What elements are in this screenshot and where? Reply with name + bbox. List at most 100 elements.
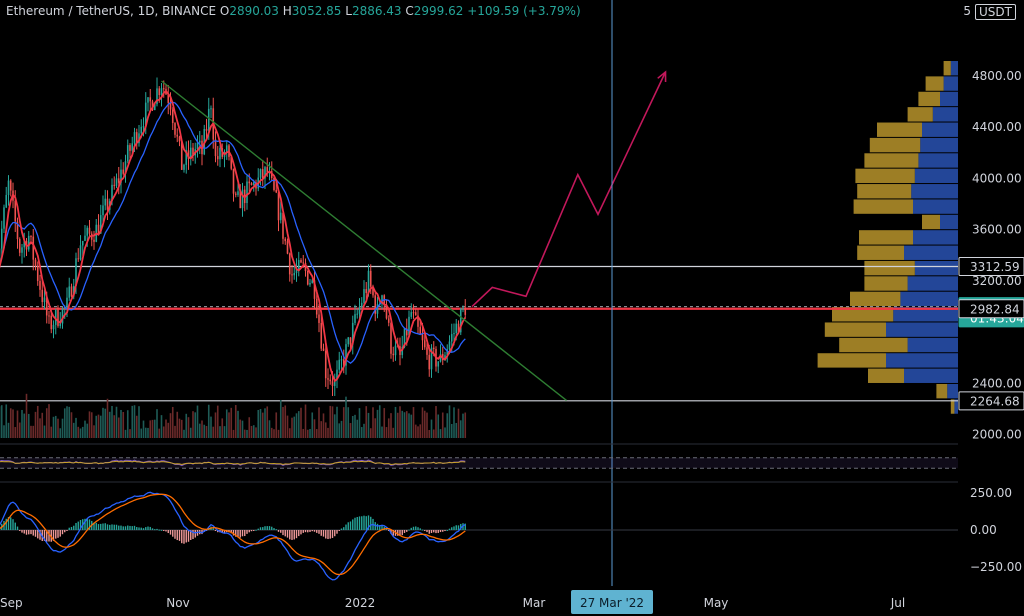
- macd-histogram-bar-156: [345, 524, 347, 530]
- macd-histogram-bar-153: [338, 530, 340, 531]
- volume-bar-173: [383, 408, 386, 438]
- macd-histogram-bar-207: [460, 523, 462, 530]
- volume-bar-36: [75, 417, 77, 438]
- volume-bar-149: [329, 405, 332, 438]
- volume-bar-144: [318, 407, 320, 438]
- volume-bar-101: [221, 418, 224, 438]
- macd-histogram-bar-36: [75, 522, 77, 530]
- volume-profile-up-3: [907, 107, 933, 122]
- volume-profile-down-2: [940, 91, 958, 107]
- volume-bar-35: [72, 422, 75, 438]
- volume-bar-66: [142, 420, 145, 438]
- macd-histogram-bar-56: [120, 525, 122, 530]
- candle-body-141: [311, 280, 314, 284]
- currency-selector[interactable]: 5 USDT: [963, 4, 1016, 20]
- candle-body-47: [99, 215, 102, 234]
- macd-histogram-bar-121: [266, 526, 268, 530]
- candle-body-207: [459, 308, 462, 333]
- macd-axis-tick-1: 0.00: [970, 523, 997, 537]
- currency-badge[interactable]: USDT: [975, 4, 1016, 20]
- volume-bar-86: [187, 417, 190, 438]
- macd-histogram-bar-162: [358, 516, 361, 530]
- macd-histogram-bar-20: [39, 530, 41, 540]
- volume-bar-46: [97, 414, 100, 438]
- candle-body-182: [403, 328, 406, 348]
- volume-profile-down-0: [950, 61, 958, 76]
- candle-body-16: [30, 235, 32, 237]
- macd-histogram-bar-187: [415, 526, 417, 530]
- macd-histogram-bar-135: [298, 530, 300, 537]
- macd-histogram-bar-163: [361, 516, 363, 530]
- candle-body-114: [250, 183, 253, 185]
- macd-histogram-bar-154: [340, 528, 343, 530]
- volume-profile-down-18: [907, 337, 958, 353]
- candle-body-181: [401, 347, 404, 355]
- candle-body-26: [52, 324, 55, 330]
- symbol-title[interactable]: Ethereum / TetherUS, 1D, BINANCE: [6, 4, 217, 18]
- volume-bar-156: [345, 396, 347, 438]
- volume-bar-62: [133, 405, 136, 438]
- macd-histogram-bar-23: [46, 530, 48, 542]
- macd-histogram-bar-139: [307, 530, 309, 533]
- volume-bar-68: [147, 427, 149, 438]
- macd-histogram-bar-206: [457, 525, 460, 530]
- macd-histogram-bar-140: [309, 530, 311, 532]
- macd-histogram-bar-61: [131, 526, 133, 530]
- volume-bar-136: [300, 407, 302, 438]
- macd-histogram-bar-47: [100, 523, 102, 530]
- macd-histogram-bar-159: [352, 519, 354, 530]
- volume-bar-89: [194, 412, 197, 438]
- volume-bar-174: [385, 427, 388, 438]
- volume-bar-78: [169, 413, 172, 438]
- candle-body-191: [423, 340, 426, 348]
- macd-histogram-bar-37: [77, 521, 79, 530]
- macd-histogram-bar-85: [185, 530, 187, 543]
- candle-body-128: [282, 212, 284, 239]
- volume-bar-166: [367, 412, 370, 438]
- volume-bar-76: [165, 419, 167, 438]
- volume-profile-up-7: [855, 168, 915, 184]
- candle-body-131: [288, 253, 291, 275]
- macd-histogram-bar-65: [140, 527, 142, 530]
- candle-body-17: [32, 236, 35, 260]
- macd-histogram-bar-144: [318, 530, 320, 534]
- volume-bar-188: [417, 426, 419, 438]
- volume-bar-142: [313, 419, 316, 438]
- volume-bar-96: [210, 416, 212, 438]
- volume-bar-59: [126, 410, 129, 438]
- candle-body-175: [387, 318, 390, 323]
- candle-body-59: [126, 145, 129, 162]
- volume-bar-26: [52, 416, 55, 438]
- candle-body-95: [207, 108, 210, 131]
- candle-body-201: [446, 349, 449, 356]
- candle-body-170: [376, 304, 379, 314]
- candle-body-148: [327, 378, 329, 380]
- candle-body-208: [462, 307, 464, 309]
- volume-bar-103: [225, 409, 228, 438]
- volume-bar-6: [7, 422, 10, 438]
- macd-histogram-bar-35: [73, 525, 75, 530]
- candle-body-189: [419, 326, 422, 335]
- currency-prefix: 5: [963, 4, 972, 18]
- candle-body-32: [66, 297, 68, 307]
- candle-body-187: [414, 312, 417, 316]
- candle-body-72: [156, 88, 158, 105]
- volume-bar-99: [216, 405, 219, 438]
- price-label-0: 3312.59: [970, 260, 1020, 274]
- volume-profile-down-16: [893, 307, 958, 322]
- candle-body-55: [117, 178, 120, 183]
- volume-bar-152: [336, 406, 338, 438]
- volume-bar-146: [322, 413, 325, 438]
- macd-histogram-bar-141: [311, 530, 313, 532]
- macd-histogram-bar-115: [253, 530, 255, 531]
- macd-axis-tick-0: 250.00: [970, 486, 1012, 500]
- candle-body-185: [410, 312, 413, 317]
- volume-bar-134: [295, 413, 298, 438]
- volume-bar-180: [399, 406, 401, 438]
- volume-bar-200: [444, 427, 446, 438]
- volume-bar-207: [459, 420, 462, 438]
- volume-bar-192: [426, 412, 428, 438]
- volume-bar-107: [234, 405, 237, 438]
- macd-histogram-bar-170: [376, 523, 379, 530]
